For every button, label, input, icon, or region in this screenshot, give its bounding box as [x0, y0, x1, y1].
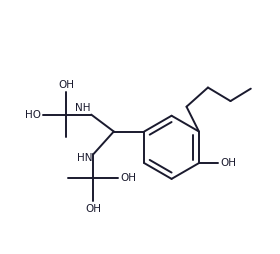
Text: OH: OH	[59, 80, 74, 90]
Text: NH: NH	[74, 103, 90, 113]
Text: OH: OH	[85, 204, 101, 214]
Text: OH: OH	[120, 173, 136, 183]
Text: OH: OH	[220, 158, 236, 168]
Text: HO: HO	[25, 109, 41, 120]
Text: HN: HN	[77, 153, 92, 163]
